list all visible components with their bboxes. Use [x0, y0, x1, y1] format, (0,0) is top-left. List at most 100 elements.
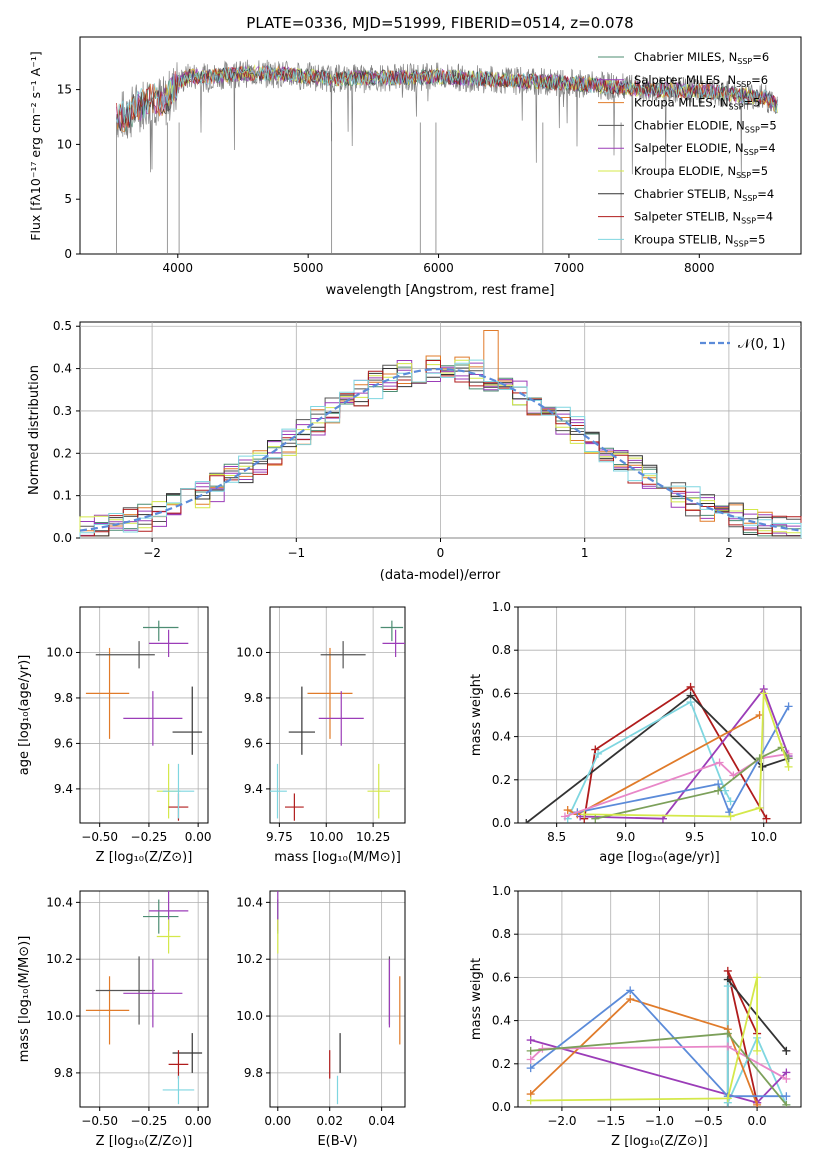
weight-line-olive — [530, 1032, 788, 1106]
weight-line-kroupa_elodie — [530, 977, 758, 1102]
x-tick-label: 0 — [437, 546, 445, 560]
x-tick-label: 0.00 — [264, 1114, 291, 1128]
y-tick-label: 10.2 — [236, 952, 263, 966]
spectrum-ticks: 4000 5000 6000 7000 8000 0 5 10 15 — [57, 83, 715, 275]
x-tick-label: −1 — [287, 546, 305, 560]
legend-entry: Chabrier MILES, NSSP=6 — [634, 50, 769, 66]
x-tick-label: 4000 — [163, 261, 194, 275]
residual-ticks: −2 −1 0 1 2 0.0 0.1 0.2 0.3 0.4 0.5 — [53, 319, 733, 560]
weight-marker — [758, 762, 767, 771]
y-tick-label: 0.8 — [492, 927, 511, 941]
axes-frame — [79, 890, 209, 1108]
axes-frame — [517, 890, 802, 1108]
plot-area — [526, 966, 791, 1107]
x-tick-label: −2.0 — [547, 1114, 576, 1128]
panel-mass_vs_ebv: 0.00 0.02 0.04 9.8 10.0 10.2 10.4 E(B-V) — [236, 890, 406, 1149]
x-tick-label: −0.5 — [694, 1114, 723, 1128]
weight-marker — [526, 1046, 535, 1055]
panel-weight_vs_age: 8.5 9.0 9.5 10.0 0.0 0.2 0.4 0.6 0.8 1.0 age [log₁… — [469, 600, 802, 865]
weight-marker — [726, 797, 735, 806]
weight-line-pink — [530, 1045, 787, 1080]
y-tick-label: 10.4 — [46, 895, 73, 909]
residual-histograms — [79, 330, 802, 538]
y-axis-label: mass weight — [469, 674, 484, 756]
axes-frame — [269, 890, 406, 1108]
plot-area — [270, 620, 405, 821]
y-tick-label: 1.0 — [492, 884, 511, 898]
legend-entry: Salpeter ELODIE, NSSP=4 — [634, 141, 776, 157]
legend-entry: Kroupa MILES, NSSP=5 — [634, 96, 760, 112]
weight-marker — [626, 995, 635, 1003]
legend-entry: Salpeter STELIB, NSSP=4 — [634, 210, 773, 226]
model-spectrum-chabrier_stelib — [116, 67, 778, 132]
x-axis-label: Z [log₁₀(Z/Z⊙)] — [96, 850, 193, 865]
x-tick-label: 2 — [725, 546, 733, 560]
y-tick-label: 0.2 — [492, 773, 511, 787]
legend-entry: Salpeter MILES, NSSP=6 — [634, 73, 768, 89]
y-tick-label: 0.0 — [492, 1100, 511, 1114]
x-axis-label: E(B-V) — [317, 1134, 357, 1149]
weight-marker — [782, 1074, 791, 1083]
x-tick-label: 7000 — [554, 261, 585, 275]
y-tick-label: 9.8 — [54, 691, 73, 705]
weight-marker — [526, 1064, 535, 1073]
y-axis-label: mass [log₁₀(M/M⊙)] — [17, 936, 32, 1063]
weight-marker — [782, 1046, 791, 1055]
x-tick-label: 0.02 — [316, 1114, 343, 1128]
x-tick-label: 10.0 — [750, 830, 777, 844]
y-tick-label: 0.4 — [492, 1014, 511, 1028]
x-tick-label: 0.00 — [185, 830, 212, 844]
y-tick-label: 0.0 — [53, 531, 72, 545]
histogram-kroupa_stelib — [79, 359, 802, 538]
x-tick-label: −2 — [143, 546, 161, 560]
x-tick-label: −0.50 — [81, 1114, 118, 1128]
y-axis-label: mass weight — [469, 958, 484, 1040]
weight-marker — [686, 682, 695, 691]
weight-line-salpeter_miles — [530, 1039, 788, 1104]
panel-mass_vs_Z: −0.50 −0.25 0.00 9.8 10.0 10.2 10.4 Z [log₁₀(Z/… — [17, 890, 212, 1149]
y-tick-label: 0.3 — [53, 404, 72, 418]
legend-entry: Chabrier ELODIE, NSSP=5 — [634, 118, 777, 134]
weight-marker — [526, 1096, 535, 1105]
x-tick-label: −0.25 — [131, 1114, 168, 1128]
x-tick-label: 6000 — [423, 261, 454, 275]
legend-entry: Kroupa ELODIE, NSSP=5 — [634, 164, 768, 180]
x-tick-label: 1 — [581, 546, 589, 560]
residual-panel: −2 −1 0 1 2 0.0 0.1 0.2 0.3 0.4 0.5 𝒩(0, 1) (data-… — [27, 319, 802, 583]
spectrum-axes — [79, 36, 802, 255]
weight-line-blue — [530, 989, 787, 1098]
weight-marker — [726, 812, 735, 821]
weight-line-chabrier_stelib — [525, 694, 789, 823]
y-tick-label: 0.2 — [53, 446, 72, 460]
y-tick-label: 9.6 — [244, 736, 263, 750]
x-tick-label: −1.0 — [645, 1114, 674, 1128]
weight-marker — [686, 698, 695, 707]
x-tick-label: 10.25 — [356, 830, 390, 844]
spectrum-title: PLATE=0336, MJD=51999, FIBERID=0514, z=0… — [246, 14, 633, 32]
x-axis-label: age [log₁₀(age/yr)] — [599, 850, 720, 865]
x-tick-label: 0.0 — [748, 1114, 767, 1128]
x-axis-label: Z [log₁₀(Z/Z⊙)] — [611, 1134, 708, 1149]
weight-line-salpeter_stelib — [583, 685, 768, 820]
weight-marker — [753, 973, 762, 982]
y-tick-label: 0.2 — [492, 1057, 511, 1071]
x-tick-label: 0.00 — [185, 1114, 212, 1128]
weight-marker — [715, 758, 724, 767]
weight-line-kroupa_stelib — [566, 700, 732, 820]
weight-line-salpeter_miles — [580, 687, 790, 820]
panel-age_vs_mass: 9.75 10.00 10.25 9.4 9.6 9.8 10.0 mass [log₁₀(M… — [236, 606, 406, 865]
spectrum-legend: Chabrier MILES, NSSP=6 Salpeter MILES, NS… — [598, 50, 777, 248]
y-tick-label: 0.6 — [492, 970, 511, 984]
legend-entry: Kroupa STELIB, NSSP=5 — [634, 232, 765, 248]
y-tick-label: 9.6 — [54, 736, 73, 750]
weight-line-kroupa_miles — [530, 997, 758, 1106]
model-spectrum-salpeter_stelib — [116, 65, 778, 129]
y-tick-label: 10.0 — [46, 645, 73, 659]
weight-marker — [723, 1029, 732, 1038]
weight-marker — [591, 814, 600, 823]
y-axis-label: age [log₁₀(age/yr)] — [17, 655, 32, 776]
weight-marker — [784, 762, 793, 771]
y-tick-label: 0.0 — [492, 816, 511, 830]
y-tick-label: 9.4 — [244, 782, 263, 796]
